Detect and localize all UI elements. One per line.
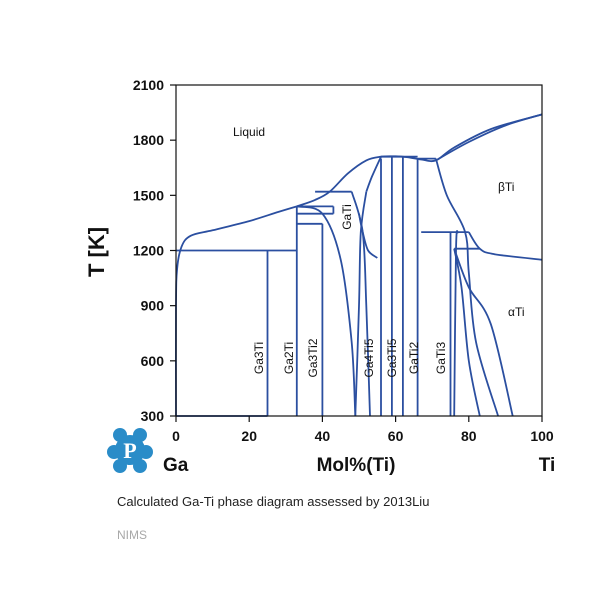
y-tick-label: 2100 [133, 77, 164, 93]
y-tick-label: 1200 [133, 243, 164, 259]
phase-label-gati3: GaTi3 [434, 342, 448, 375]
phase-boundary-layer [175, 113, 543, 417]
phase-label-ga3ti: Ga3Ti [252, 342, 266, 374]
phase-label-gati: GaTi [340, 204, 354, 230]
tick-layer: 300 600 900 1200 1500 1800 2100 0 20 40 60 80 100 [133, 77, 554, 444]
y-tick-label: 300 [141, 408, 165, 424]
phase-label-alpha-ti: αTi [508, 305, 525, 319]
x-tick-label: 100 [530, 428, 554, 444]
publisher-logo-icon: P [107, 428, 153, 473]
phase-boundary-line-0 [175, 205, 298, 417]
svg-text:P: P [123, 438, 136, 463]
phase-boundary-line-15 [354, 191, 368, 417]
phase-boundary-line-27 [453, 230, 459, 417]
phase-label-ga3ti5: Ga3Ti5 [385, 338, 399, 377]
phase-label-ga3ti2: Ga3Ti2 [306, 338, 320, 377]
phase-label-ga4ti5: Ga4Ti5 [362, 338, 376, 377]
phase-boundary-line-2 [435, 113, 543, 162]
phase-boundary-line-16 [365, 156, 382, 193]
phase-boundary-line-24 [435, 158, 499, 417]
phase-label-beta-ti: βTi [498, 180, 514, 194]
phase-boundary-line-17 [358, 213, 378, 259]
x-tick-label: 40 [315, 428, 331, 444]
x-tick-label: 20 [241, 428, 257, 444]
credit-text: NIMS [117, 528, 147, 542]
y-tick-label: 600 [141, 353, 165, 369]
x-tick-label: 0 [172, 428, 180, 444]
phase-label-liquid: Liquid [233, 125, 265, 139]
figure-caption: Calculated Ga-Ti phase diagram assessed … [117, 494, 430, 509]
phase-boundary-line-14 [350, 191, 371, 417]
y-tick-label: 1500 [133, 187, 164, 203]
phase-label-ga2ti: Ga2Ti [282, 342, 296, 374]
x-tick-label: 60 [388, 428, 404, 444]
right-element-label: Ti [539, 455, 556, 476]
y-axis-title: T [K] [84, 227, 109, 277]
left-element-label: Ga [163, 455, 189, 476]
y-tick-label: 900 [141, 298, 165, 314]
phase-boundary-line-11 [296, 205, 357, 417]
phase-boundary-line-29 [468, 231, 543, 261]
phase-label-gati2: GaTi2 [407, 342, 421, 375]
y-tick-label: 1800 [133, 132, 164, 148]
phase-boundary-line-30 [453, 248, 481, 417]
x-axis-title: Mol%(Ti) [317, 455, 396, 476]
phase-boundary-line-31 [453, 248, 514, 417]
x-tick-label: 80 [461, 428, 477, 444]
